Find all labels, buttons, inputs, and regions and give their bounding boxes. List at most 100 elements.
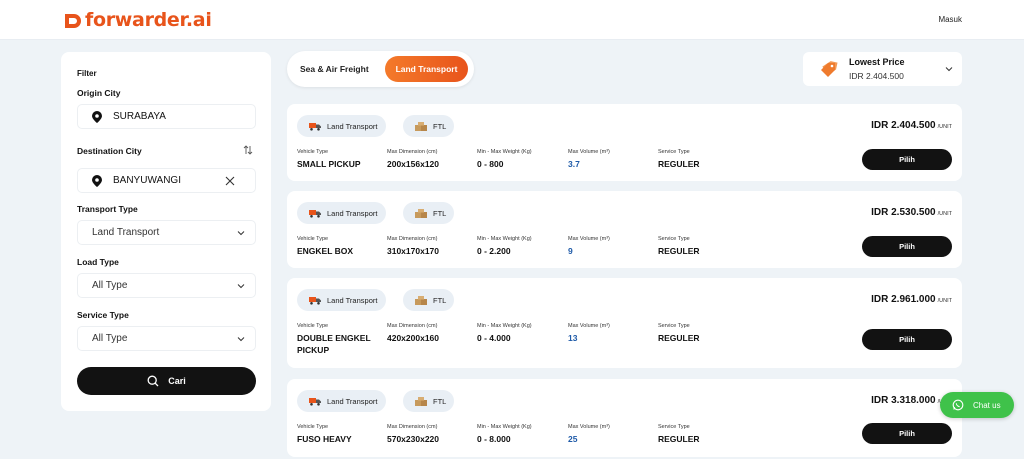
tab-sea-air-freight[interactable]: Sea & Air Freight (300, 64, 369, 74)
boxes-icon (415, 295, 427, 305)
service-label: Service Type (658, 236, 690, 242)
price-value: IDR 2.404.500 (871, 120, 936, 131)
swap-icon[interactable] (243, 145, 253, 155)
dimension-label: Max Dimension (cm) (387, 323, 438, 329)
volume-column: Max Volume (m³) 25 (568, 424, 610, 445)
load-type-chip: FTL (403, 390, 454, 412)
volume-label: Max Volume (m³) (568, 323, 610, 329)
chevron-down-icon (237, 231, 245, 236)
dimension-column: Max Dimension (cm) 420x200x160 (387, 323, 439, 344)
volume-column: Max Volume (m³) 9 (568, 236, 610, 257)
truck-icon (309, 296, 321, 305)
chip-label: Land Transport (327, 208, 378, 218)
weight-label: Min - Max Weight (Kg) (477, 236, 532, 242)
dimension-column: Max Dimension (cm) 310x170x170 (387, 236, 439, 257)
transport-type-value: Land Transport (92, 227, 160, 238)
weight-value: 0 - 4.000 (477, 333, 511, 343)
service-label: Service Type (658, 424, 690, 430)
vehicle-value: DOUBLE ENGKEL PICKUP (297, 333, 371, 355)
volume-column: Max Volume (m³) 13 (568, 323, 610, 344)
transport-mode-chip: Land Transport (297, 115, 386, 137)
weight-value: 0 - 8.000 (477, 434, 511, 444)
sort-value: IDR 2.404.500 (849, 71, 904, 81)
search-icon (147, 375, 159, 387)
vehicle-label: Vehicle Type (297, 424, 329, 430)
transport-mode-chip: Land Transport (297, 202, 386, 224)
select-button[interactable]: Pilih (862, 423, 952, 444)
filter-title: Filter (77, 69, 97, 78)
chevron-down-icon (237, 284, 245, 289)
chip-label: Land Transport (327, 295, 378, 305)
load-type-chip: FTL (403, 289, 454, 311)
chevron-down-icon (237, 337, 245, 342)
service-column: Service Type REGULER (658, 149, 700, 170)
select-button[interactable]: Pilih (862, 329, 952, 350)
vehicle-label: Vehicle Type (297, 149, 329, 155)
origin-city-label: Origin City (77, 88, 121, 98)
volume-value: 25 (568, 434, 578, 444)
volume-value: 3.7 (568, 159, 580, 169)
origin-city-field[interactable]: SURABAYA (77, 104, 256, 129)
dimension-label: Max Dimension (cm) (387, 424, 438, 430)
weight-value: 0 - 2.200 (477, 246, 511, 256)
vehicle-label: Vehicle Type (297, 236, 329, 242)
service-type-value: All Type (92, 333, 128, 344)
truck-icon (309, 209, 321, 218)
price-value: IDR 2.530.500 (871, 207, 936, 218)
chat-us-label: Chat us (973, 400, 1001, 410)
service-value: REGULER (658, 434, 700, 444)
service-value: REGULER (658, 159, 700, 169)
vehicle-value: ENGKEL BOX (297, 246, 354, 256)
location-pin-icon (92, 174, 102, 187)
top-bar: forwarder.ai Masuk (0, 0, 1024, 40)
chip-label: Land Transport (327, 396, 378, 406)
truck-icon (309, 122, 321, 131)
chip-label: FTL (433, 208, 447, 218)
select-button[interactable]: Pilih (862, 236, 952, 257)
load-type-select[interactable]: All Type (77, 273, 256, 298)
dimension-label: Max Dimension (cm) (387, 149, 438, 155)
weight-column: Min - Max Weight (Kg) 0 - 800 (477, 149, 532, 170)
dimension-column: Max Dimension (cm) 200x156x120 (387, 149, 439, 170)
sort-select[interactable]: Lowest Price IDR 2.404.500 (803, 52, 962, 86)
price: IDR 2.961.000/UNIT (871, 294, 952, 305)
price: IDR 2.404.500/UNIT (871, 120, 952, 131)
load-type-value: All Type (92, 280, 128, 291)
weight-label: Min - Max Weight (Kg) (477, 149, 532, 155)
sort-title: Lowest Price (849, 57, 905, 67)
vehicle-column: Vehicle Type DOUBLE ENGKEL PICKUP (297, 323, 379, 356)
service-type-select[interactable]: All Type (77, 326, 256, 351)
destination-city-label: Destination City (77, 146, 142, 156)
dimension-value: 200x156x120 (387, 159, 440, 169)
load-type-chip: FTL (403, 202, 454, 224)
boxes-icon (415, 208, 427, 218)
freight-mode-toggle: Sea & Air Freight Land Transport (287, 51, 474, 87)
transport-type-select[interactable]: Land Transport (77, 220, 256, 245)
dimension-label: Max Dimension (cm) (387, 236, 438, 242)
chip-label: FTL (433, 295, 447, 305)
transport-type-label: Transport Type (77, 204, 138, 214)
weight-label: Min - Max Weight (Kg) (477, 323, 532, 329)
search-button[interactable]: Cari (77, 367, 256, 395)
chip-label: FTL (433, 121, 447, 131)
volume-label: Max Volume (m³) (568, 236, 610, 242)
logo[interactable]: forwarder.ai (62, 9, 212, 31)
login-link[interactable]: Masuk (938, 15, 962, 24)
weight-label: Min - Max Weight (Kg) (477, 424, 532, 430)
service-label: Service Type (658, 149, 690, 155)
transport-mode-chip: Land Transport (297, 390, 386, 412)
service-value: REGULER (658, 333, 700, 343)
volume-value: 13 (568, 333, 578, 343)
boxes-icon (415, 121, 427, 131)
chip-label: FTL (433, 396, 447, 406)
tab-land-transport[interactable]: Land Transport (385, 56, 468, 82)
volume-label: Max Volume (m³) (568, 149, 610, 155)
load-type-label: Load Type (77, 257, 119, 267)
select-button[interactable]: Pilih (862, 149, 952, 170)
clear-icon[interactable] (225, 176, 235, 186)
weight-column: Min - Max Weight (Kg) 0 - 8.000 (477, 424, 532, 445)
destination-city-field[interactable]: BANYUWANGI (77, 168, 256, 193)
chat-us-button[interactable]: Chat us (940, 392, 1014, 418)
service-value: REGULER (658, 246, 700, 256)
